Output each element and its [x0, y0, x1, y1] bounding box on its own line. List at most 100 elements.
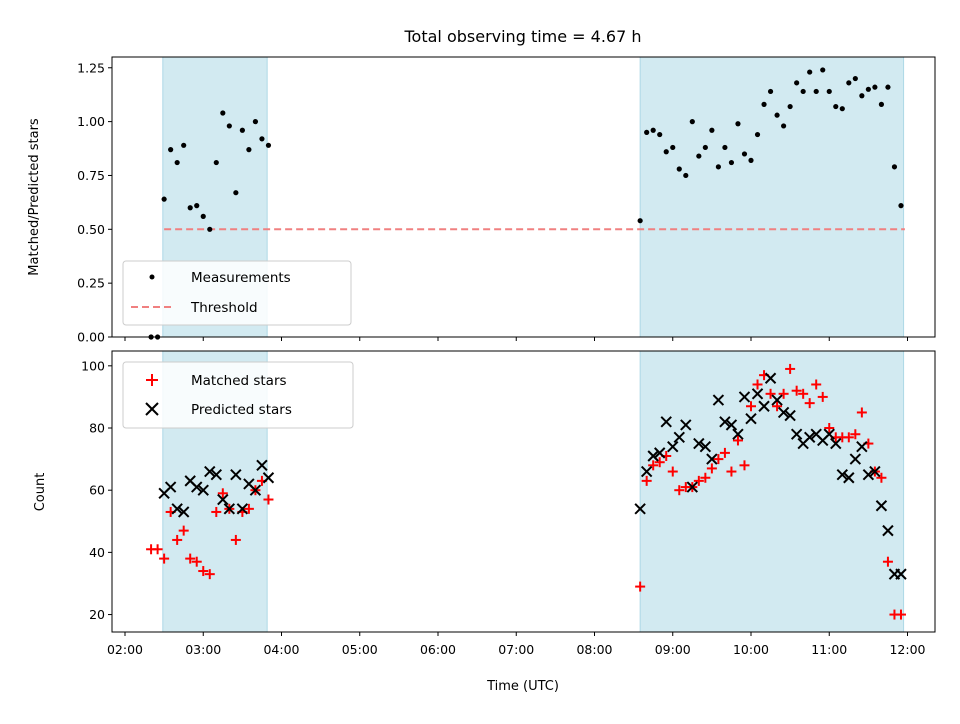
- y-tick-label: 20: [89, 607, 105, 622]
- bottom-panel: 20 40 60 80 100 02:00 03:00 04:00 05:00 06:00 07:…: [33, 350, 936, 694]
- matched-star-point: [648, 460, 659, 471]
- measurement-point: [800, 88, 806, 95]
- predicted-star-point: [738, 391, 751, 403]
- top-x-ticks: [124, 337, 908, 341]
- predicted-star-point: [764, 372, 777, 384]
- measurement-point: [200, 213, 206, 219]
- measurement-point: [265, 142, 272, 148]
- measurement-point: [741, 151, 748, 157]
- x-tick-label: 02:00: [107, 642, 143, 657]
- top-panel: 0.00 0.25 0.50 0.75 1.00 1.25 Matched/Predict…: [27, 56, 936, 345]
- predicted-star-point: [647, 450, 659, 462]
- measurement-point: [826, 88, 832, 95]
- measurement-point: [696, 153, 702, 159]
- measurement-point: [683, 172, 689, 179]
- measurement-point: [689, 119, 695, 125]
- y-tick-label: 1.25: [77, 60, 105, 75]
- measurement-point: [709, 127, 715, 133]
- top-legend-box: [122, 260, 352, 326]
- predicted-star-point: [719, 416, 731, 428]
- matched-star-point: [856, 407, 867, 418]
- predicted-star-point: [712, 394, 725, 406]
- predicted-star-point: [882, 524, 894, 537]
- measurement-point: [644, 129, 650, 135]
- x-tick-label: 03:00: [185, 642, 221, 657]
- measurement-point: [168, 147, 174, 153]
- predicted-star-point: [751, 388, 764, 400]
- bottom-axes-frame: [111, 350, 936, 633]
- matched-star-point: [746, 401, 756, 412]
- predicted-star-point: [634, 503, 646, 515]
- predicted-star-point: [771, 394, 783, 406]
- matched-star-point: [211, 506, 222, 517]
- y-tick-label: 0.50: [77, 222, 105, 237]
- matched-star-point: [713, 454, 724, 465]
- predicted-star-point: [171, 503, 183, 515]
- bottom-y-ticks: 20 40 60 80 100: [81, 358, 112, 622]
- matched-star-point: [243, 503, 254, 514]
- matched-star-point: [895, 609, 906, 620]
- matched-star-point: [732, 435, 743, 446]
- measurement-point: [657, 131, 663, 138]
- legend-x-marker: [145, 402, 159, 416]
- matched-star-point: [230, 534, 241, 545]
- matched-star-point: [791, 385, 802, 396]
- matched-star-point: [159, 553, 170, 564]
- measurement-point: [637, 218, 643, 224]
- predicted-star-point: [725, 419, 738, 431]
- y-tick-label: 40: [89, 545, 105, 560]
- x-tick-label: 10:00: [733, 642, 769, 657]
- measurement-point: [207, 226, 213, 232]
- y-tick-label: 0.75: [77, 168, 105, 183]
- predicted-star-point: [249, 484, 262, 496]
- predicted-star-point: [262, 472, 275, 484]
- predicted-star-point: [790, 428, 803, 440]
- predicted-star-point: [862, 468, 875, 481]
- measurement-point: [735, 121, 741, 127]
- x-axis-label: Time (UTC): [486, 679, 559, 694]
- top-axes-frame: [111, 56, 936, 338]
- top-y-axis-label: Matched/Predicted stars: [27, 118, 42, 276]
- x-tick-label: 05:00: [342, 642, 378, 657]
- predicted-star-point: [230, 468, 242, 481]
- measurement-point: [761, 101, 767, 107]
- measurement-point: [807, 69, 813, 75]
- measurement-point: [839, 106, 845, 112]
- matched-star-point: [804, 398, 815, 409]
- top-y-ticks: 0.00 0.25 0.50 0.75 1.00 1.25: [77, 60, 112, 345]
- y-tick-label: 60: [89, 483, 105, 498]
- matched-star-point: [778, 388, 789, 399]
- predicted-star-point: [204, 465, 216, 478]
- measurement-point: [820, 67, 826, 73]
- measurement-point: [226, 123, 232, 129]
- shaded-span-2: [639, 56, 905, 338]
- y-tick-label: 0.00: [77, 330, 105, 345]
- predicted-star-point: [784, 409, 796, 422]
- legend-label-measurements: Measurements: [191, 270, 291, 286]
- predicted-star-point: [823, 428, 835, 440]
- measurement-point: [233, 190, 239, 196]
- predicted-star-point: [843, 472, 855, 484]
- matched-star-point: [185, 553, 196, 564]
- matched-stars-points: [146, 363, 906, 620]
- measurement-point: [650, 127, 656, 133]
- bottom-x-ticks: 02:00 03:00 04:00 05:00 06:00 07:00 08:00 09:00…: [107, 632, 926, 657]
- measurement-point: [702, 144, 708, 151]
- matched-star-point: [204, 569, 215, 580]
- predicted-star-point: [680, 419, 692, 431]
- predicted-star-point: [745, 412, 757, 425]
- figure-title: Total observing time = 4.67 h: [403, 27, 641, 46]
- x-tick-label: 08:00: [576, 642, 612, 657]
- matched-star-point: [798, 388, 809, 399]
- matched-star-point: [198, 566, 209, 577]
- measurement-point: [787, 103, 793, 110]
- predicted-star-point: [758, 400, 770, 412]
- predicted-star-point: [210, 468, 222, 481]
- predicted-star-point: [223, 503, 236, 515]
- measurement-point: [722, 144, 728, 151]
- matched-star-point: [719, 447, 730, 458]
- matched-star-point: [263, 494, 274, 505]
- measurement-point: [748, 157, 754, 163]
- matched-star-point: [217, 488, 228, 499]
